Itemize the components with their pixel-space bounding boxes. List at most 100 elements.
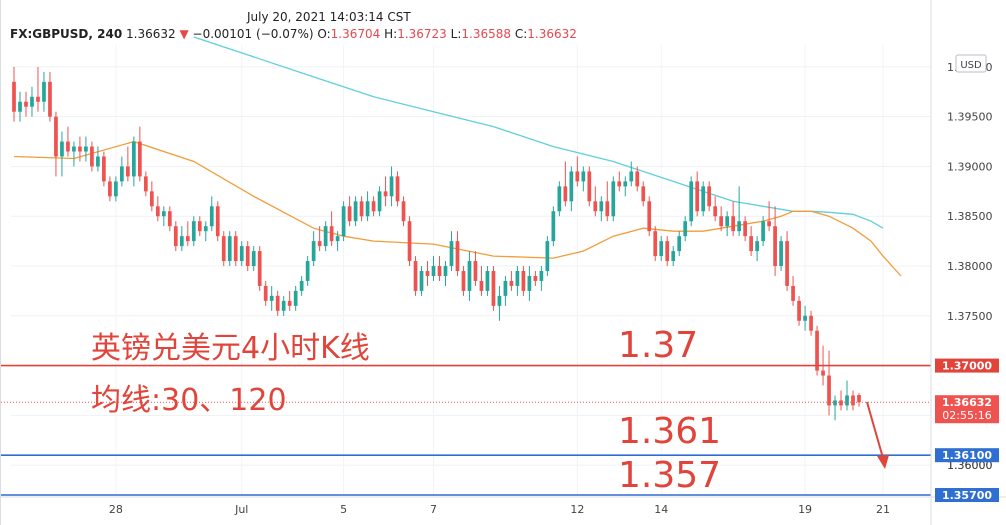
candle: [857, 393, 861, 407]
candle-body: [659, 241, 664, 257]
candle-body: [707, 186, 712, 207]
candle-body: [809, 315, 813, 331]
candle-body: [18, 101, 22, 112]
candle-body: [491, 271, 496, 306]
price-tag-1-37-bg: [935, 358, 999, 373]
candle: [803, 305, 807, 331]
y-tick-label: 1.36000: [947, 459, 993, 472]
candle-body: [479, 280, 484, 291]
candle: [773, 206, 777, 276]
candle: [635, 166, 640, 192]
candle-body: [467, 261, 472, 291]
candle-body: [563, 186, 568, 202]
candle: [209, 196, 214, 232]
candle-body: [371, 201, 376, 212]
candle: [785, 231, 789, 291]
x-tick-label: 5: [340, 503, 347, 516]
candle-body: [581, 171, 586, 182]
candle-body: [173, 226, 178, 247]
candle: [455, 231, 460, 276]
candle-body: [821, 370, 825, 376]
candle: [497, 285, 502, 321]
candle-body: [245, 246, 250, 267]
symbol-label[interactable]: FX:GBPUSD, 240: [10, 27, 123, 41]
candle: [18, 91, 22, 122]
candle: [545, 236, 550, 276]
candle-body: [497, 295, 502, 306]
candle: [761, 216, 765, 247]
candle-body: [617, 181, 622, 187]
candle-body: [36, 96, 40, 102]
ma30-line: [13, 140, 902, 277]
price-tag-1-357: 1.35700: [942, 489, 992, 502]
candle: [707, 181, 712, 212]
candle-body: [137, 141, 142, 177]
candle: [389, 166, 394, 207]
candle: [407, 216, 412, 267]
candle: [737, 186, 741, 237]
candle-body: [779, 241, 783, 267]
candle: [413, 256, 418, 296]
candle-body: [257, 251, 262, 286]
candle: [299, 275, 304, 296]
candle-body: [647, 201, 652, 232]
candle: [449, 231, 454, 271]
high-value: 1.36723: [397, 27, 447, 41]
candle-body: [725, 216, 730, 227]
candle: [317, 226, 322, 252]
candle: [749, 226, 753, 257]
annotation-level-1-361: 1.361: [618, 411, 721, 452]
candle-body: [377, 191, 382, 212]
candle-body: [815, 330, 819, 371]
candle-body: [485, 271, 490, 291]
candle: [509, 271, 514, 291]
candle-body: [269, 295, 274, 301]
y-tick-label: 1.39500: [947, 111, 993, 124]
candle: [323, 221, 328, 252]
candle: [341, 201, 346, 242]
candle: [329, 211, 334, 247]
candle: [797, 295, 801, 326]
candle: [467, 251, 472, 301]
x-tick-label: 14: [654, 503, 668, 516]
annotation-level-1-37: 1.37: [618, 325, 698, 366]
candle: [173, 221, 178, 252]
candle: [743, 216, 747, 242]
candle-body: [455, 241, 460, 271]
candle-body: [84, 146, 88, 152]
candle: [485, 266, 490, 296]
candle: [437, 256, 442, 281]
candle-body: [401, 201, 406, 222]
close-value: 1.36632: [527, 27, 577, 41]
x-axis: 28 Jul 5 7 12 14 19 21: [1, 496, 1006, 516]
candle: [245, 241, 250, 271]
candle: [275, 290, 280, 316]
candle: [311, 231, 316, 267]
candle: [36, 66, 40, 112]
currency-badge[interactable]: [955, 54, 987, 73]
candle-body: [629, 171, 634, 182]
candle: [24, 91, 28, 117]
candle-body: [215, 206, 220, 237]
candle: [108, 176, 112, 202]
candle: [84, 136, 88, 162]
candle-body: [90, 146, 94, 167]
candle: [827, 350, 831, 416]
high-label: H:: [384, 27, 398, 41]
change-arrow-icon: ▼: [179, 27, 189, 41]
candle: [96, 146, 100, 172]
candle-body: [24, 101, 28, 107]
candle: [371, 196, 376, 217]
candle-body: [827, 375, 831, 406]
candle: [629, 161, 634, 187]
candle-body: [12, 81, 16, 112]
candle-body: [839, 400, 843, 406]
candle: [401, 196, 406, 227]
candle: [755, 236, 759, 262]
candle-body: [317, 241, 322, 247]
candle-body: [233, 236, 238, 262]
candle: [611, 176, 616, 222]
candle-body: [701, 186, 706, 212]
x-tick-label: 28: [109, 503, 123, 516]
